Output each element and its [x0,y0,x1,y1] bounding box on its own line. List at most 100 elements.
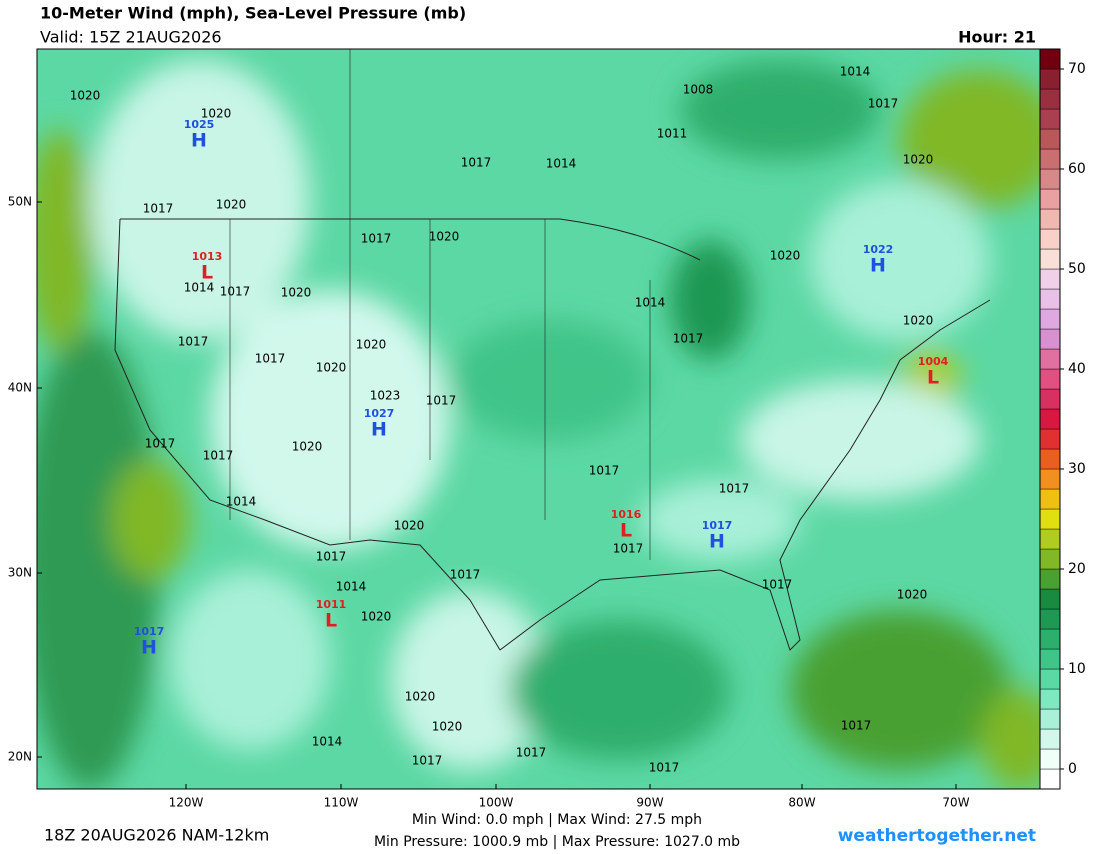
valid-time: Valid: 15Z 21AUG2026 [40,28,222,47]
colorbar-label: 20 [1068,561,1086,577]
colorbar-band [1039,528,1061,550]
colorbar-label: 50 [1068,261,1086,277]
isobar-label: 1017 [203,449,234,463]
isobar-label: 1017 [868,97,899,111]
isobar-label: 1023 [370,389,401,403]
lon-label: 90W [636,796,663,810]
map-area [37,49,1040,789]
isobar-label: 1020 [897,588,928,602]
isobar-label: 1014 [184,281,215,295]
colorbar-label: 70 [1068,61,1086,77]
isobar-label: 1011 [657,127,688,141]
isobar-label: 1017 [719,482,750,496]
lon-label: 120W [169,796,204,810]
isobar-label: 1020 [429,230,460,244]
colorbar-label: 30 [1068,461,1086,477]
isobar-label: 1020 [316,361,347,375]
colorbar-band [1039,628,1061,650]
colorbar-band [1039,328,1061,350]
lat-label: 40N [8,381,32,395]
wind-field [37,60,1040,789]
center-letter: L [620,520,632,542]
colorbar-band [1039,448,1061,470]
boundaries [114,49,991,651]
isobar-label: 1020 [292,440,323,454]
colorbar-band [1039,708,1061,730]
center-pressure: 1025 [184,118,215,131]
colorbar-band [1039,728,1061,750]
center-pressure: 1022 [863,243,894,256]
colorbar-band [1039,548,1061,570]
colorbar-band [1039,308,1061,330]
forecast-hour: Hour: 21 [958,28,1036,47]
center-pressure: 1017 [134,625,165,638]
colorbar-band [1039,228,1061,250]
wind-range: Min Wind: 0.0 mph | Max Wind: 27.5 mph [412,812,702,828]
lon-label: 70W [942,796,969,810]
center-letter: L [325,610,337,632]
isobar-label: 1017 [649,761,680,775]
isobar-label: 1017 [516,746,547,760]
isobar-label: 1020 [70,89,101,103]
isobar-label: 1017 [673,332,704,346]
isobar-label: 1017 [450,568,481,582]
colorbar-label: 10 [1068,661,1086,677]
colorbar-band [1039,108,1061,130]
colorbar-band [1039,468,1061,490]
isobar-label: 1017 [143,202,174,216]
isobar-label: 1017 [589,464,620,478]
colorbar-band [1039,388,1061,410]
colorbar-band [1039,348,1061,370]
isobar-label: 1017 [361,232,392,246]
colorbar-band [1039,688,1061,710]
isobar-label: 1020 [903,314,934,328]
center-pressure: 1027 [364,407,395,420]
isobar-label: 1017 [220,285,251,299]
isobar-label: 1014 [336,580,367,594]
colorbar-band [1039,488,1061,510]
center-pressure: 1004 [918,355,949,368]
isobar-label: 1020 [770,249,801,263]
isobar-label: 1017 [461,156,492,170]
colorbar-band [1039,48,1061,70]
center-letter: L [201,262,213,284]
colorbar-band [1039,668,1061,690]
colorbar-band [1039,568,1061,590]
center-letter: H [371,419,387,441]
isobar-label: 1008 [683,83,714,97]
isobar-label: 1020 [394,519,425,533]
isobar-label: 1017 [255,352,286,366]
model-run: 18Z 20AUG2026 NAM-12km [44,826,269,845]
center-letter: H [191,130,207,152]
lat-label: 30N [8,566,32,580]
colorbar-band [1039,428,1061,450]
isobar-label: 1020 [903,153,934,167]
colorbar-band [1039,508,1061,530]
colorbar-band [1039,588,1061,610]
isobar-label: 1017 [316,550,347,564]
isobar-label: 1014 [635,296,666,310]
isobar-label: 1017 [145,437,176,451]
colorbar-band [1039,268,1061,290]
isobar-label: 1017 [426,394,457,408]
center-pressure: 1013 [192,250,223,263]
isobar-label: 1020 [405,690,436,704]
lat-label: 50N [8,195,32,209]
isobar-label: 1017 [762,578,793,592]
colorbar-band [1039,148,1061,170]
isobar-label: 1020 [432,720,463,734]
isobar-label: 1014 [840,65,871,79]
center-letter: H [141,637,157,659]
isobar-label: 1020 [216,198,247,212]
lat-label: 20N [8,750,32,764]
isobar-label: 1020 [281,286,312,300]
colorbar-label: 60 [1068,161,1086,177]
isobar-label: 1017 [613,542,644,556]
pressure-range: Min Pressure: 1000.9 mb | Max Pressure: … [374,834,740,850]
colorbar-band [1039,68,1061,90]
colorbar-band [1039,288,1061,310]
colorbar-band [1039,248,1061,270]
isobar-label: 1014 [546,157,577,171]
